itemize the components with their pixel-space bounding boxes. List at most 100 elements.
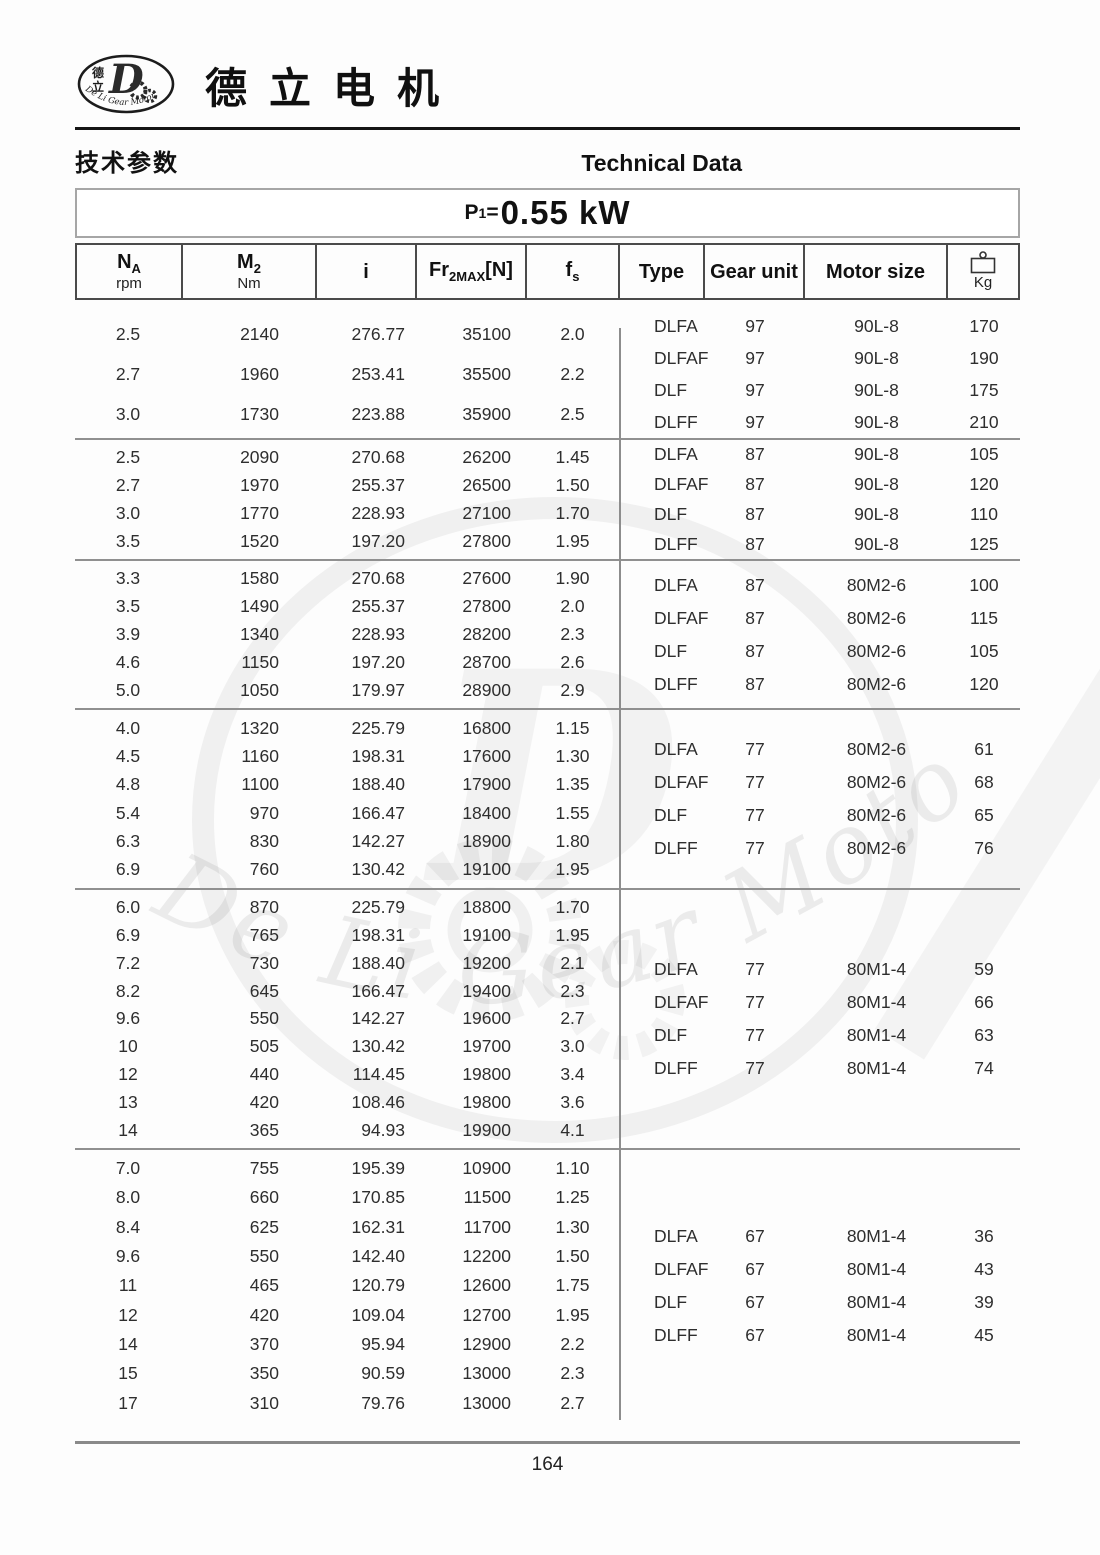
table-cell: 90L-8 <box>854 411 899 432</box>
table-cell: 4.0 <box>115 717 141 738</box>
group-ratings: 2.5 2090 270.68 26200 1.45 2.7 1970 255.37 26500… <box>75 440 620 559</box>
col-na-unit: rpm <box>116 274 142 292</box>
table-cell: 59 <box>974 959 994 979</box>
table-row: 6.9 760 130.42 19100 1.95 <box>75 859 620 880</box>
table-cell: 225.79 <box>351 897 405 918</box>
table-cell: 17900 <box>462 774 511 795</box>
table-cell: 109.04 <box>351 1304 405 1325</box>
table-cell: 3.0 <box>115 403 141 424</box>
table-row: 3.5 1520 197.20 27800 1.95 <box>75 531 620 552</box>
table-cell: 1960 <box>240 363 279 384</box>
col-type-label: Type <box>638 260 685 283</box>
table-row: DLFA 77 80M1-4 59 <box>620 953 1020 986</box>
table-cell: DLFF <box>654 411 698 432</box>
col-kg-label: Kg <box>973 274 993 292</box>
col-m2-symbol: M <box>237 250 254 273</box>
table-cell: 105 <box>969 640 999 661</box>
col-m2-unit: Nm <box>237 274 261 292</box>
table-row: DLFF 67 80M1-4 45 <box>620 1319 1020 1352</box>
group-variants: DLFA 67 80M1-4 36 DLFAF 67 80M1-4 43 DLF 67 80M1-4… <box>620 1150 1020 1422</box>
col-gear-label: Gear unit <box>710 260 798 283</box>
table-cell: 19700 <box>462 1036 511 1057</box>
table-cell: 12 <box>118 1063 138 1084</box>
table-cell: 3.5 <box>115 530 141 551</box>
table-cell: 115 <box>970 607 998 628</box>
table-cell: 67 <box>745 1292 765 1312</box>
table-group: 2.5 2090 270.68 26200 1.45 2.7 1970 255.37 26500… <box>75 440 1020 561</box>
table-cell: 255.37 <box>351 475 405 496</box>
table-cell: 95.94 <box>361 1334 405 1355</box>
col-header-fs: fs <box>527 245 620 298</box>
table-cell: DLFAF <box>654 474 709 495</box>
table-cell: 2.9 <box>560 679 585 700</box>
table-cell: 4.8 <box>115 774 141 795</box>
table-cell: 6.9 <box>115 925 141 946</box>
table-cell: 11700 <box>463 1216 511 1237</box>
table-row: 4.6 1150 197.20 28700 2.6 <box>75 652 620 673</box>
table-cell: 660 <box>249 1187 279 1208</box>
table-cell: DLFA <box>654 315 698 336</box>
power-subscript: 1 <box>478 205 487 221</box>
table-cell: 2.3 <box>560 980 585 1001</box>
table-cell: 16800 <box>462 717 511 738</box>
table-cell: 27800 <box>462 596 511 617</box>
table-cell: 276.77 <box>351 323 405 344</box>
table-cell: 505 <box>249 1036 279 1057</box>
table-row: 14 365 94.93 19900 4.1 <box>75 1120 620 1141</box>
table-header: NA rpm M2 Nm i Fr2MAX[N] fs Type Gear un… <box>75 243 1020 300</box>
table-row: DLFA 97 90L-8 170 <box>620 310 1020 342</box>
table-row: 9.6 550 142.27 19600 2.7 <box>75 1008 620 1029</box>
table-cell: DLFA <box>654 739 698 759</box>
table-cell: 35500 <box>462 363 511 384</box>
table-cell: 15 <box>118 1363 138 1384</box>
table-row: 9.6 550 142.40 12200 1.50 <box>75 1246 620 1267</box>
col-header-fr2max: Fr2MAX[N] <box>417 245 527 298</box>
table-row: DLF 87 80M2-6 105 <box>620 635 1020 668</box>
table-cell: 1.30 <box>555 1216 590 1237</box>
table-cell: 80M2-6 <box>846 838 907 858</box>
col-header-m2: M2 Nm <box>183 245 317 298</box>
table-cell: 1490 <box>240 596 279 617</box>
table-row: DLF 77 80M1-4 63 <box>620 1019 1020 1052</box>
table-cell: 77 <box>745 1025 765 1045</box>
table-cell: 2.0 <box>560 323 585 344</box>
table-cell: 730 <box>249 952 279 973</box>
table-row: DLFAF 67 80M1-4 43 <box>620 1253 1020 1286</box>
table-cell: 2.7 <box>115 363 141 384</box>
table-cell: 14 <box>118 1334 138 1355</box>
table-cell: 19100 <box>462 859 511 880</box>
table-cell: 1100 <box>241 774 279 795</box>
table-cell: 19400 <box>462 980 511 1001</box>
table-cell: 162.31 <box>351 1216 405 1237</box>
table-cell: 1.70 <box>555 502 590 523</box>
table-row: DLFAF 87 80M2-6 115 <box>620 602 1020 635</box>
table-cell: 19200 <box>462 952 511 973</box>
table-cell: 2.6 <box>560 651 585 672</box>
table-cell: 3.6 <box>560 1091 585 1112</box>
table-cell: 190 <box>969 347 999 368</box>
col-header-i: i <box>317 245 417 298</box>
table-cell: 2140 <box>240 323 279 344</box>
col-fs-symbol: f <box>565 258 573 281</box>
table-cell: 1520 <box>240 530 279 551</box>
table-cell: 110 <box>970 503 998 524</box>
table-row: 8.0 660 170.85 11500 1.25 <box>75 1187 620 1208</box>
col-header-type: Type <box>620 245 705 298</box>
table-cell: 87 <box>745 607 765 628</box>
table-cell: 210 <box>969 411 999 432</box>
table-cell: 66 <box>974 992 994 1012</box>
table-cell: 19800 <box>462 1091 511 1112</box>
table-cell: 26200 <box>462 447 511 468</box>
table-cell: 2.2 <box>560 363 585 384</box>
table-cell: 310 <box>249 1392 279 1413</box>
table-cell: 120 <box>969 474 999 495</box>
table-cell: 94.93 <box>361 1119 405 1140</box>
table-body: 2.5 2140 276.77 35100 2.0 2.7 1960 253.41 35500 2… <box>75 300 1020 1422</box>
table-group: 4.0 1320 225.79 16800 1.15 4.5 1160 198.31 17600… <box>75 710 1020 890</box>
table-cell: 90.59 <box>361 1363 405 1384</box>
group-variants: DLFA 87 80M2-6 100 DLFAF 87 80M2-6 115 DLF 87 80M2… <box>620 561 1020 708</box>
table-cell: 87 <box>745 444 765 465</box>
table-cell: 12900 <box>462 1334 511 1355</box>
table-cell: 120 <box>969 673 999 694</box>
table-cell: 67 <box>745 1259 765 1279</box>
